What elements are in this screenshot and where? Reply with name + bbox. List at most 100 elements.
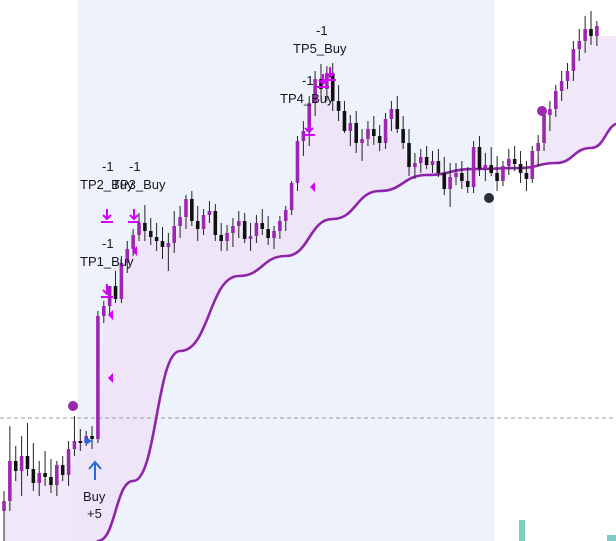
tp-arrow-head xyxy=(102,214,112,221)
candle-body xyxy=(565,71,570,81)
candle xyxy=(530,146,535,183)
tp1-qty-label: -1 xyxy=(102,236,114,251)
candle-body xyxy=(113,286,118,299)
candle xyxy=(559,71,564,101)
candle xyxy=(448,163,452,207)
candle-body xyxy=(207,211,212,215)
candle-body xyxy=(254,223,259,236)
candle-body xyxy=(401,129,405,143)
buy-arrow-icon xyxy=(88,460,102,480)
candle-body xyxy=(436,161,441,173)
candle-body xyxy=(60,465,65,475)
candle xyxy=(495,156,499,191)
candles-layer xyxy=(2,11,599,541)
candle-body xyxy=(37,473,42,483)
candle-body xyxy=(201,215,206,229)
candle xyxy=(160,227,165,259)
bottom-tick-marker-right xyxy=(607,535,616,541)
candle-body xyxy=(213,211,218,235)
candle-body xyxy=(289,183,294,210)
candle xyxy=(542,111,546,151)
entry-marker-icon xyxy=(310,182,315,192)
candle-body xyxy=(548,109,552,115)
candle-body xyxy=(43,473,47,477)
candle-body xyxy=(524,173,529,179)
candle xyxy=(184,195,188,229)
tp2-qty-label: -1 xyxy=(102,159,114,174)
candle xyxy=(101,301,106,323)
candle xyxy=(137,213,141,241)
tp-arrow-head xyxy=(304,127,314,134)
candle-body xyxy=(131,235,135,249)
trend-line xyxy=(96,122,616,541)
candle-body xyxy=(125,249,130,263)
candle-body xyxy=(307,103,312,131)
candle xyxy=(589,11,593,45)
candle-body xyxy=(372,129,376,136)
candle xyxy=(418,149,423,173)
candle-body xyxy=(418,157,423,163)
candle-body xyxy=(571,49,576,71)
entry-marker-icon xyxy=(108,310,113,320)
candle xyxy=(237,211,241,238)
candle-body xyxy=(383,119,388,143)
candle xyxy=(8,426,12,511)
candle-body xyxy=(583,29,587,41)
candle xyxy=(460,161,464,189)
candle xyxy=(72,416,77,456)
candle-body xyxy=(231,226,235,233)
candle xyxy=(518,151,523,183)
candle-body xyxy=(25,456,30,469)
candle-body xyxy=(589,29,593,36)
candle xyxy=(507,149,511,175)
candle-body xyxy=(577,41,582,49)
candle xyxy=(553,85,558,117)
candle-body xyxy=(137,223,141,235)
candle xyxy=(2,491,6,541)
candle-body xyxy=(2,501,6,511)
candle-body xyxy=(178,217,182,226)
entry-marker-icon xyxy=(108,373,113,383)
candle xyxy=(219,223,223,251)
candle-body xyxy=(154,237,159,241)
buy-arrow-head xyxy=(88,460,102,470)
tp3-label: TP3_Buy xyxy=(112,177,166,192)
candle-body xyxy=(219,235,223,241)
candle-body xyxy=(501,166,505,181)
candle xyxy=(113,271,118,303)
signal-dot xyxy=(484,193,494,203)
candle-body xyxy=(395,109,400,129)
candle-body xyxy=(389,109,394,119)
candle xyxy=(201,209,206,235)
candle xyxy=(31,443,36,491)
tp-arrow-head xyxy=(102,289,112,296)
candle xyxy=(512,146,517,171)
candle xyxy=(407,129,411,176)
candle xyxy=(536,135,540,166)
candle xyxy=(278,216,282,239)
candle xyxy=(19,436,24,496)
candle-body xyxy=(448,177,452,189)
candle-body xyxy=(495,173,499,181)
candle xyxy=(260,209,265,235)
candle-body xyxy=(559,81,564,91)
candle xyxy=(96,311,100,443)
candle-body xyxy=(55,465,59,485)
candle xyxy=(524,161,529,191)
candle xyxy=(13,446,18,481)
tp5b-marker-icon xyxy=(324,67,336,81)
candle-body xyxy=(225,233,229,241)
candle-body xyxy=(530,151,535,179)
candle-body xyxy=(260,223,265,229)
candle xyxy=(166,233,171,271)
candle-body xyxy=(360,139,364,143)
candle-body xyxy=(49,477,53,485)
candle-body xyxy=(90,436,94,439)
candle-body xyxy=(237,221,241,226)
candle-body xyxy=(377,136,382,143)
candle xyxy=(454,163,458,185)
candle xyxy=(319,64,323,96)
candle xyxy=(90,426,94,449)
candle xyxy=(377,125,382,151)
